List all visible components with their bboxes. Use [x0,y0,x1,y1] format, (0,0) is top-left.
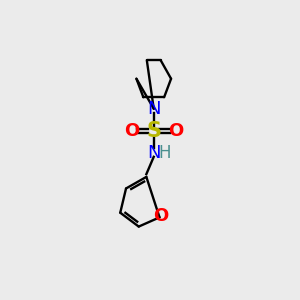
Text: S: S [146,121,161,141]
Text: O: O [168,122,183,140]
Text: N: N [147,100,160,118]
Text: N: N [147,144,160,162]
Text: O: O [124,122,140,140]
Text: H: H [159,144,171,162]
Text: O: O [153,207,168,225]
